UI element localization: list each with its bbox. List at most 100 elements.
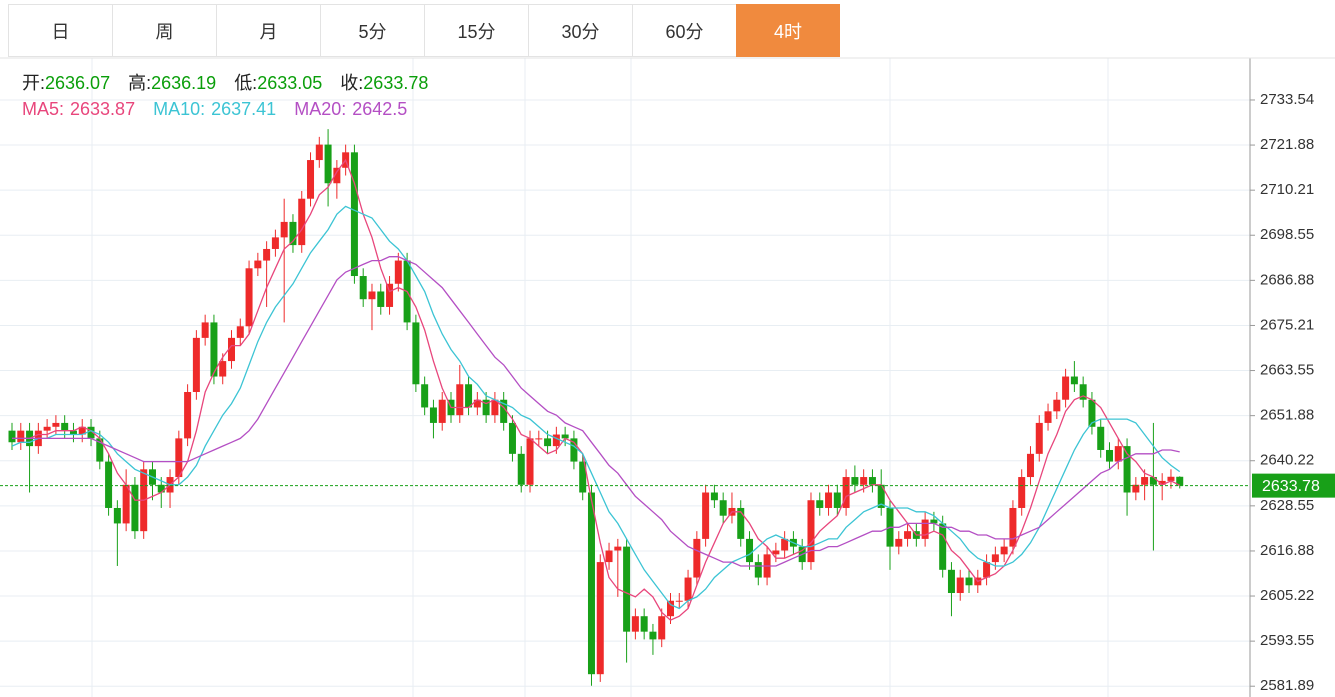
candle-body: [737, 507, 745, 539]
candle-body: [860, 477, 868, 485]
period-tabs: 日周月 5分 15分 30分 60分 4时: [8, 4, 840, 57]
y-tick-label: 2698.55: [1260, 226, 1314, 243]
period-tab[interactable]: 日: [8, 4, 112, 57]
candle-body: [263, 248, 271, 261]
info-value: 2636.07: [45, 73, 111, 93]
candle-body: [877, 484, 885, 508]
candle-body: [228, 337, 235, 362]
candle-body: [658, 616, 666, 640]
period-tab[interactable]: 30分: [528, 4, 632, 57]
info-value: 2633.05: [257, 73, 323, 93]
candle-body: [1106, 449, 1113, 462]
candle-body: [1070, 376, 1078, 385]
candle-body: [1141, 477, 1149, 485]
candle-body: [842, 477, 850, 508]
period-tab[interactable]: 15分: [424, 4, 528, 57]
candle-body: [754, 562, 762, 578]
ma-line: MA5: 2633.87 MA10: 2637.41 MA20: 2642.5: [22, 96, 446, 122]
candle-body: [868, 477, 876, 485]
candle-body: [816, 500, 824, 508]
candle-body: [236, 326, 244, 338]
legend-label: MA5:: [22, 99, 65, 119]
candle-body: [1035, 422, 1043, 454]
candle-body: [245, 268, 253, 327]
candle-body: [1000, 546, 1008, 555]
candle-body: [43, 426, 51, 431]
legend-value: 2637.41: [211, 99, 277, 119]
candle-body: [579, 461, 587, 493]
candle-body: [438, 399, 446, 423]
candle-body: [394, 260, 402, 284]
legend-label: MA10:: [153, 99, 206, 119]
candle-body: [429, 407, 437, 423]
candle-body: [1176, 476, 1184, 486]
candle-body: [807, 500, 815, 563]
legend-value: 2633.87: [70, 99, 136, 119]
info-value: 2633.78: [363, 73, 429, 93]
y-tick-label: 2675.21: [1260, 316, 1314, 333]
candle-body: [377, 291, 385, 307]
candle-body: [710, 492, 718, 501]
period-tab[interactable]: 4时: [736, 4, 840, 57]
y-tick-label: 2628.55: [1260, 497, 1314, 514]
candle-body: [544, 438, 552, 447]
candle-body: [667, 600, 674, 617]
candle-body: [1158, 480, 1166, 485]
candle-body: [991, 554, 999, 563]
candle-body: [491, 399, 499, 416]
candle-body: [122, 484, 130, 524]
candle-body: [421, 384, 429, 408]
legend-value: 2642.5: [352, 99, 408, 119]
period-tab[interactable]: 5分: [320, 4, 424, 57]
candle-body: [61, 422, 69, 431]
y-tick-label: 2616.88: [1260, 542, 1314, 559]
y-tick-label: 2663.55: [1260, 362, 1314, 379]
candle-body: [702, 492, 710, 539]
ma-line: [11, 205, 1181, 610]
info-label: 高:: [128, 73, 152, 93]
candle-body: [87, 426, 95, 439]
period-tab[interactable]: 周: [112, 4, 216, 57]
candle-body: [956, 577, 964, 594]
candle-body: [157, 484, 165, 493]
price-tag-label: 2633.78: [1262, 478, 1320, 495]
candle-body: [947, 569, 955, 594]
candle-body: [965, 577, 973, 586]
candle-body: [359, 276, 367, 300]
y-tick-label: 2581.89: [1260, 677, 1314, 694]
candle-body: [719, 500, 727, 516]
info-value: 2636.19: [151, 73, 217, 93]
info-panel: 开: 2636.07 高: 2636.19 低: 2633.05 收: 2633.78 MA5…: [22, 70, 446, 122]
legend-label: MA20:: [294, 99, 347, 119]
candle-body: [1018, 477, 1026, 508]
candle-body: [333, 167, 341, 184]
candle-body: [368, 291, 376, 300]
candle-body: [473, 399, 481, 408]
y-tick-label: 2605.22: [1260, 587, 1314, 604]
candle-body: [640, 616, 648, 632]
candle-body: [1132, 484, 1140, 493]
period-tab[interactable]: 月: [216, 4, 320, 57]
y-tick-label: 2686.88: [1260, 271, 1314, 288]
candle-body: [939, 523, 947, 570]
candle-body: [552, 434, 560, 447]
candle-body: [52, 422, 60, 427]
candle-body: [1053, 399, 1061, 412]
candle-body: [500, 399, 508, 423]
candle-body: [833, 492, 841, 508]
candle-body: [1026, 453, 1034, 478]
candle-body: [895, 538, 903, 547]
candle-body: [561, 434, 569, 439]
ma-line: [12, 158, 1180, 621]
candle-body: [623, 546, 631, 632]
candle-body: [825, 492, 833, 508]
candle-body: [113, 507, 121, 524]
candle-body: [517, 453, 525, 485]
period-tab[interactable]: 60分: [632, 4, 736, 57]
candle-body: [96, 438, 104, 462]
candle-body: [289, 221, 297, 246]
candle-body: [1123, 446, 1131, 493]
candle-body: [508, 422, 516, 454]
